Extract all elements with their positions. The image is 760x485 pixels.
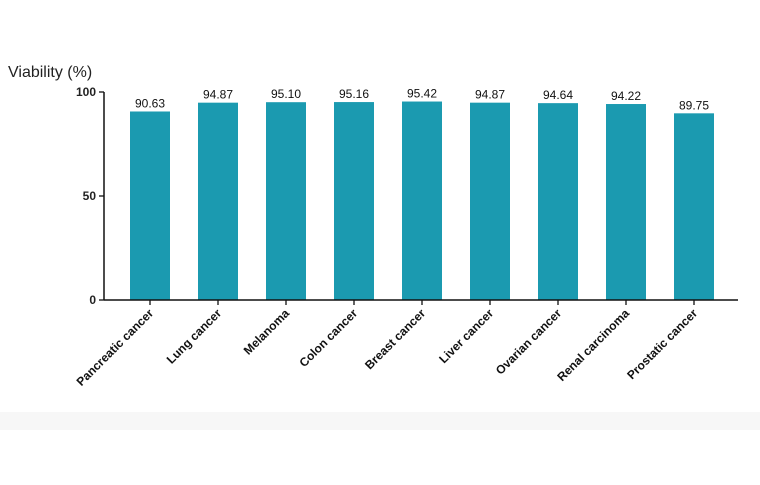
bar-colon-cancer: [334, 102, 374, 300]
y-tick-label: 100: [76, 85, 96, 99]
x-tick-label: Colon cancer: [296, 306, 360, 370]
data-label: 95.10: [271, 87, 301, 101]
x-tick-label: Liver cancer: [436, 306, 496, 366]
y-axis-title: Viability (%): [8, 64, 92, 81]
bar-lung-cancer: [198, 102, 238, 300]
data-label: 94.22: [611, 89, 641, 103]
x-tick-label: Renal carcinoma: [554, 306, 632, 384]
x-tick-label: Breast cancer: [362, 306, 428, 372]
bar-pancreatic-cancer: [130, 111, 170, 301]
bar-renal-carcinoma: [606, 104, 646, 300]
data-label: 94.87: [475, 88, 505, 102]
bars-layer: [130, 101, 714, 301]
y-tick-label: 50: [83, 189, 97, 203]
bar-melanoma: [266, 102, 306, 300]
bar-prostatic-cancer: [674, 113, 714, 300]
x-tick-label: Prostatic cancer: [624, 306, 700, 382]
bar-liver-cancer: [470, 102, 510, 300]
data-label: 90.63: [135, 96, 165, 110]
x-tick-label: Ovarian cancer: [493, 306, 564, 377]
bar-ovarian-cancer: [538, 103, 578, 300]
axes-layer: [99, 91, 738, 305]
x-tick-label: Pancreatic cancer: [74, 306, 157, 389]
x-tick-label: Lung cancer: [164, 306, 225, 367]
x-tick-label: Melanoma: [241, 306, 293, 358]
y-tick-label: 0: [89, 293, 96, 307]
data-label: 95.16: [339, 87, 369, 101]
bottom-band: [0, 412, 760, 430]
data-label: 95.42: [407, 87, 437, 101]
data-label: 94.64: [543, 88, 573, 102]
data-label: 94.87: [203, 88, 233, 102]
bar-breast-cancer: [402, 101, 442, 300]
data-label: 89.75: [679, 98, 709, 112]
